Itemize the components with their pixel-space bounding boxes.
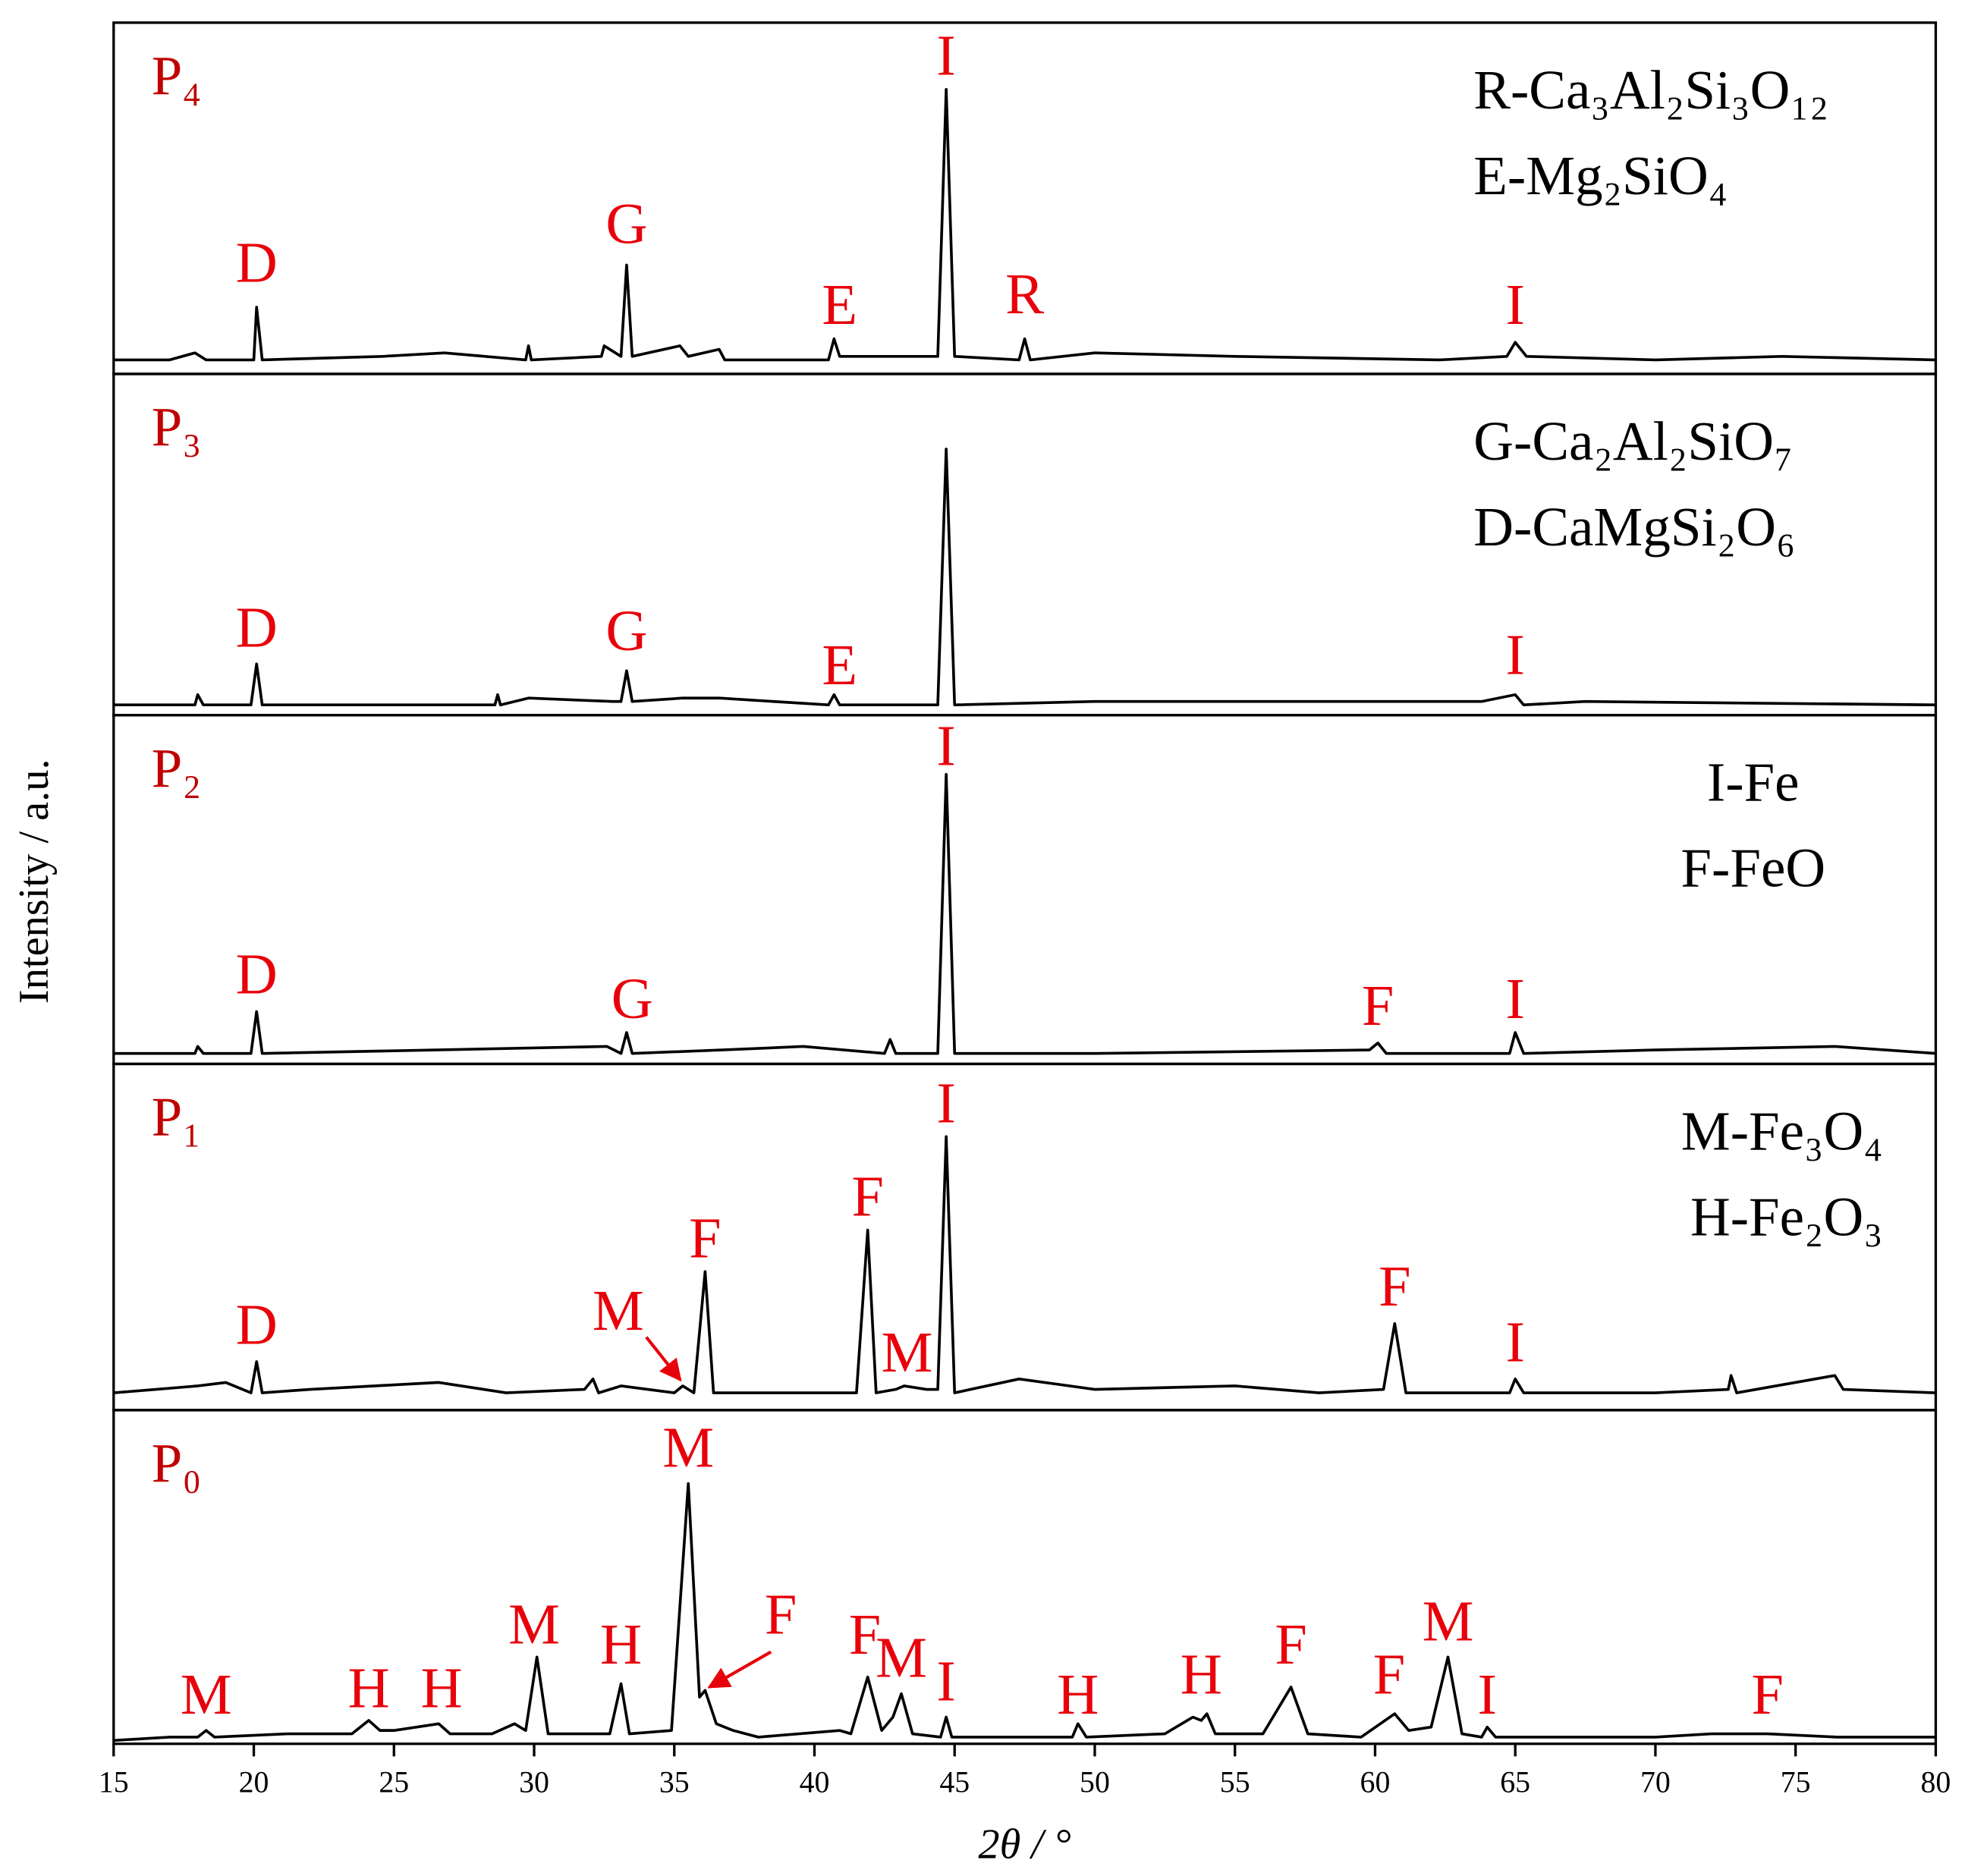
- panel-frame: [112, 1062, 1938, 1412]
- pattern-line: [113, 448, 1936, 707]
- phase-legend: I-Fe: [1707, 752, 1800, 813]
- peak-label: G: [605, 192, 647, 256]
- arrow: [707, 1650, 772, 1689]
- peak-label: I: [936, 23, 955, 87]
- peak-label: I: [936, 714, 955, 778]
- peak-label: M: [593, 1278, 644, 1343]
- x-tick-label: 60: [1360, 1766, 1391, 1799]
- x-tick-label: 65: [1500, 1766, 1530, 1799]
- x-tick-label: 40: [800, 1766, 830, 1799]
- pattern-line: [113, 1135, 1936, 1394]
- panel-label: P₁: [152, 1086, 202, 1148]
- peak-label: I: [1505, 622, 1524, 687]
- panel-label: P₂: [152, 737, 202, 799]
- phase-legend: M-Fe₃O₄: [1681, 1100, 1883, 1161]
- panel-label: P₄: [152, 46, 202, 107]
- x-tick-label: 30: [519, 1766, 549, 1799]
- peak-label: F: [1752, 1662, 1784, 1727]
- peak-label: F: [1373, 1642, 1405, 1707]
- peak-label: I: [1478, 1662, 1497, 1727]
- phase-legend: R-Ca₃Al₂Si₃O₁₂: [1473, 59, 1828, 121]
- pattern-line: [113, 773, 1936, 1055]
- x-tick-label: 20: [239, 1766, 269, 1799]
- peak-label: F: [689, 1205, 721, 1270]
- peak-label: H: [600, 1612, 642, 1676]
- peak-label: D: [236, 1292, 278, 1356]
- peak-label: M: [508, 1592, 560, 1657]
- peak-label: I: [1505, 1309, 1524, 1374]
- peak-label: D: [236, 942, 278, 1007]
- peak-label: D: [236, 231, 278, 295]
- pattern-line: [113, 1482, 1936, 1742]
- peak-label: E: [822, 272, 857, 337]
- phase-legend: H-Fe₂O₃: [1690, 1186, 1883, 1247]
- peak-label: F: [849, 1602, 881, 1667]
- peak-label: R: [1005, 262, 1044, 326]
- peak-label: M: [181, 1662, 232, 1727]
- peak-label: F: [1379, 1254, 1410, 1318]
- phase-legend: E-Mg₂SiO₄: [1473, 145, 1728, 206]
- panel-label: P₃: [152, 397, 202, 458]
- pattern-line: [113, 88, 1936, 362]
- peak-label: I: [1505, 966, 1524, 1031]
- panel-frame: [112, 1409, 1938, 1746]
- peak-label: H: [421, 1655, 463, 1720]
- peak-label: I: [1505, 272, 1524, 337]
- x-tick-label: 55: [1220, 1766, 1250, 1799]
- peak-label: I: [936, 1648, 955, 1713]
- peak-label: F: [851, 1164, 883, 1229]
- arrow: [645, 1336, 682, 1382]
- peak-label: G: [605, 599, 647, 663]
- peak-label: M: [876, 1626, 927, 1690]
- x-tick-label: 45: [939, 1766, 970, 1799]
- peak-label: F: [765, 1582, 797, 1647]
- x-tick-label: 75: [1781, 1766, 1811, 1799]
- peak-label: M: [881, 1320, 932, 1384]
- x-tick-label: 15: [99, 1766, 129, 1799]
- peak-label: H: [1181, 1642, 1222, 1707]
- x-tick-label: 50: [1080, 1766, 1110, 1799]
- panel-label: P₀: [152, 1433, 202, 1494]
- peak-label: F: [1275, 1612, 1306, 1676]
- peak-label: M: [662, 1416, 714, 1480]
- peak-label: I: [936, 1070, 955, 1135]
- x-axis-label: 2θ / °: [978, 1821, 1071, 1868]
- y-axis-label: Intensity / a.u.: [11, 759, 58, 1004]
- x-tick-label: 80: [1921, 1766, 1951, 1799]
- phase-legend: F-FeO: [1680, 837, 1825, 899]
- peak-label: D: [236, 595, 278, 659]
- phase-legend: D-CaMgSi₂O₆: [1473, 496, 1795, 558]
- peak-label: M: [1423, 1588, 1474, 1653]
- x-tick-label: 25: [379, 1766, 409, 1799]
- peak-label: F: [1362, 973, 1394, 1038]
- x-tick-label: 35: [659, 1766, 690, 1799]
- peak-label: H: [347, 1655, 389, 1720]
- peak-label: H: [1057, 1662, 1099, 1727]
- peak-label: G: [612, 966, 653, 1031]
- panel-frame: [112, 714, 1938, 1066]
- x-tick-label: 70: [1640, 1766, 1671, 1799]
- peak-label: E: [822, 633, 857, 697]
- phase-legend: G-Ca₂Al₂SiO₇: [1473, 410, 1793, 472]
